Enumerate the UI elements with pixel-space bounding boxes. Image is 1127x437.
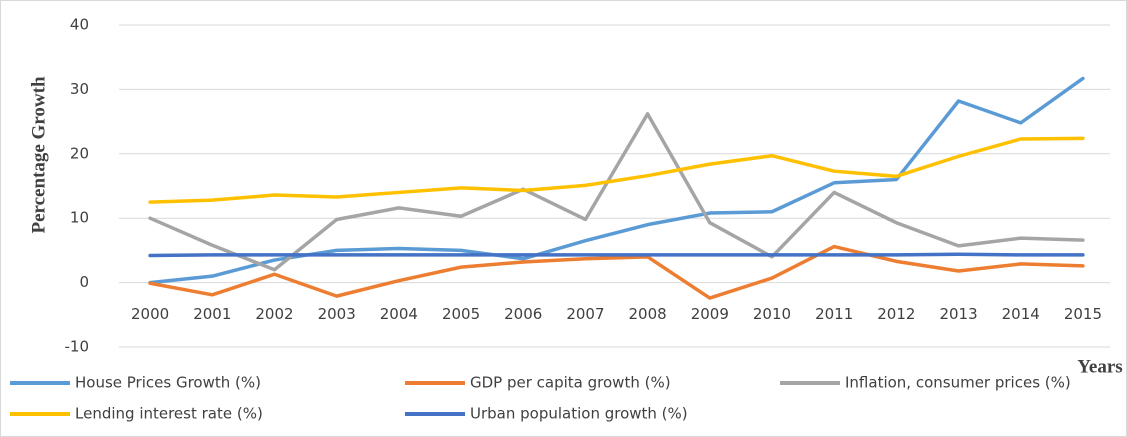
x-tick-label: 2006 [504,305,542,323]
data-line [148,136,1085,204]
x-tick-label: 2013 [939,305,977,323]
x-tick-label: 2011 [815,305,853,323]
x-tick-label: 2000 [131,305,169,323]
legend-label: Inflation, consumer prices (%) [845,374,1071,392]
x-tick-label: 2008 [629,305,667,323]
data-line [148,112,1085,272]
y-tick-label: -10 [65,338,90,356]
x-axis-title: Years [1077,356,1122,377]
x-tick-label: 2003 [318,305,356,323]
x-tick-label: 2001 [193,305,231,323]
y-axis-title: Percentage Growth [28,76,49,233]
legend-label: House Prices Growth (%) [75,374,261,392]
y-tick-label: 10 [70,209,89,227]
x-tick-label: 2007 [566,305,604,323]
y-tick-label: 0 [79,273,89,291]
x-tick-label: 2015 [1064,305,1102,323]
x-tick-label: 2009 [691,305,729,323]
x-tick-label: 2005 [442,305,480,323]
legend-label: GDP per capita growth (%) [470,374,671,392]
legend-label: Urban population growth (%) [470,405,688,423]
y-tick-label: 20 [70,144,89,162]
y-tick-label: 30 [70,80,89,98]
y-tick-label: 40 [70,16,89,34]
x-tick-label: 2014 [1002,305,1040,323]
x-tick-label: 2004 [380,305,418,323]
data-line [148,252,1085,258]
legend-label: Lending interest rate (%) [75,405,263,423]
x-tick-label: 2002 [255,305,293,323]
x-tick-label: 2012 [877,305,915,323]
x-tick-label: 2010 [753,305,791,323]
data-line [148,244,1085,300]
